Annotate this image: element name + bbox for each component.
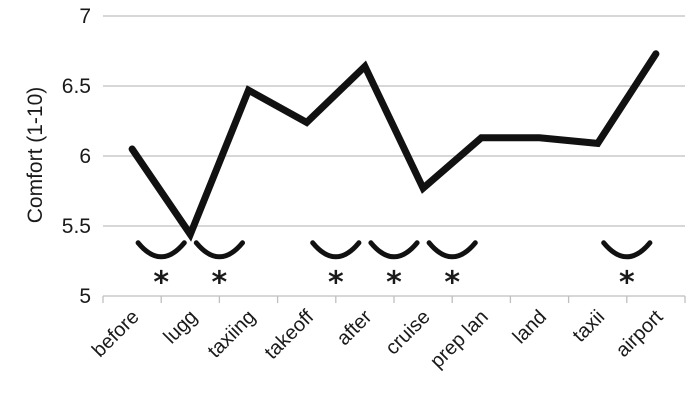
y-axis-ticks: 5 5.5 6 6.5 7 <box>62 5 91 308</box>
y-axis-title: Comfort (1-10) <box>24 87 47 224</box>
series-group <box>128 50 660 242</box>
x-tick-label: cruise <box>381 306 434 359</box>
significance-bracket <box>135 240 187 260</box>
significance-star: * <box>212 265 228 300</box>
significance-bracket <box>310 240 362 260</box>
y-tick-label: 7 <box>79 5 91 28</box>
significance-star: * <box>153 265 169 300</box>
x-tick-label: airport <box>612 306 668 362</box>
significance-star: * <box>328 265 344 300</box>
significance-bracket <box>193 240 245 260</box>
x-tick-label: land <box>509 306 551 348</box>
significance-bracket <box>601 240 653 260</box>
y-tick-label: 6 <box>79 145 91 168</box>
x-tick-label: taxiing <box>204 306 260 362</box>
x-tick-label: after <box>333 306 377 350</box>
y-tick-label: 5.5 <box>62 215 91 238</box>
x-tick-label: takeoff <box>260 306 318 364</box>
x-tick-label: prep lan <box>426 306 493 373</box>
significance-bracket <box>426 240 478 260</box>
gridlines <box>103 15 685 297</box>
x-axis-ticks: before lugg taxiing takeoff after cruiseprep … <box>88 296 686 373</box>
x-tick-label: taxii <box>569 306 610 347</box>
series-line <box>128 50 660 242</box>
x-tick-label: before <box>88 306 144 362</box>
significance-bracket <box>368 240 420 260</box>
significance-annotations: * * * * * * <box>135 240 653 300</box>
significance-star: * <box>444 265 460 300</box>
significance-star: * <box>619 265 635 300</box>
significance-star: * <box>386 265 402 300</box>
y-tick-label: 6.5 <box>62 75 91 98</box>
x-tick-label: lugg <box>160 306 202 348</box>
y-tick-label: 5 <box>79 285 91 308</box>
